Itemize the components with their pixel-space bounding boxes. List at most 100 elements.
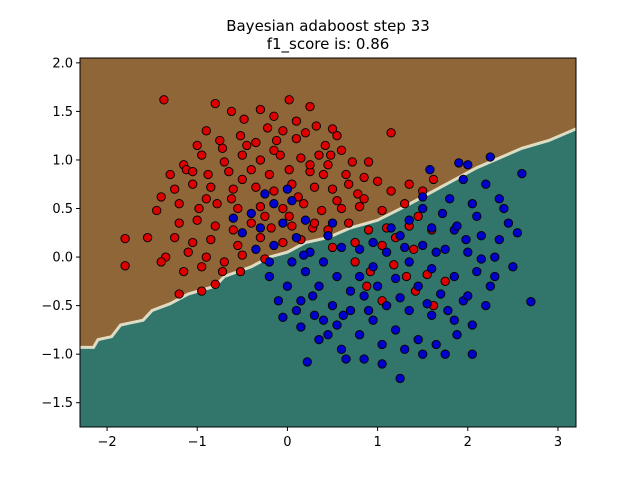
blue-point [418,203,428,214]
red-point [206,182,216,192]
red-point [215,135,225,146]
red-point [400,199,410,209]
red-point [409,244,419,254]
blue-point [332,320,342,330]
blue-point [445,194,455,204]
red-point [266,223,276,233]
red-point [336,203,347,214]
blue-point [449,315,459,325]
blue-point [323,330,333,340]
red-point [226,194,237,204]
red-point [188,237,198,248]
red-point [152,205,162,216]
red-point [372,176,383,186]
red-point [142,232,153,243]
blue-point [251,244,261,254]
blue-point [490,252,500,262]
red-point [332,196,342,206]
blue-point [390,273,401,284]
red-point [323,160,333,170]
blue-point [359,354,369,364]
red-point [344,218,354,228]
blue-point [526,297,536,307]
plot-frame [79,57,577,428]
blue-point [440,349,450,359]
blue-point [269,199,279,209]
red-point [188,179,198,189]
blue-point [494,194,504,204]
red-point [353,189,363,199]
red-point [197,150,207,160]
blue-point [431,247,441,257]
red-point [251,137,261,148]
y-tick-label: 1.0 [52,153,73,168]
blue-point [472,211,482,221]
red-point [239,114,249,124]
red-point [284,211,294,221]
x-tick-label: 2 [464,435,472,450]
blue-point [359,291,369,301]
blue-point [296,296,306,306]
blue-point [452,330,462,340]
red-point [440,276,450,286]
red-point [299,199,309,209]
red-point [309,182,320,192]
blue-point [452,221,462,231]
red-point [350,237,360,248]
red-point [291,116,302,126]
blue-point [332,271,342,282]
red-point [174,218,184,228]
red-point [120,233,130,244]
blue-point [354,330,365,340]
blue-point [296,322,306,332]
red-point [305,160,315,170]
blue-point [418,240,428,251]
red-point [327,184,338,194]
red-point [278,203,288,214]
red-point [237,174,247,185]
blue-point [458,174,468,185]
blue-point [443,305,453,316]
blue-point [476,254,486,264]
red-point [284,95,294,105]
y-tick-label: 0.5 [52,202,73,217]
blue-point [390,325,401,335]
blue-point [440,244,450,254]
blue-point [418,349,428,359]
blue-point [512,228,523,238]
blue-point [278,312,288,322]
red-point [327,124,338,134]
blue-point [449,271,459,282]
red-point [206,234,216,245]
plot-area [80,58,576,427]
blue-point [368,262,378,272]
chart-title: Bayesian adaboost step 33 [226,17,430,35]
red-point [386,128,396,138]
red-point [359,172,369,183]
red-point [120,261,130,271]
red-point [300,128,311,138]
lower-class-region [80,128,576,427]
red-point [401,271,412,282]
y-tick-label: 2.0 [52,56,73,71]
blue-point [255,223,266,233]
red-point [217,266,228,277]
blue-point [291,305,302,316]
red-point [210,98,220,109]
red-point [203,169,213,180]
blue-point [336,242,347,253]
red-point [226,106,237,117]
blue-point [463,247,473,257]
blue-point [436,289,446,299]
red-point [212,199,222,209]
blue-point [461,234,471,245]
blue-point [336,344,347,354]
blue-point [354,244,365,254]
blue-point [291,232,302,243]
red-point [332,131,342,141]
blue-point [395,373,405,384]
blue-point [299,250,309,260]
red-point [217,143,228,153]
red-point [296,153,306,163]
blue-point [437,208,448,219]
